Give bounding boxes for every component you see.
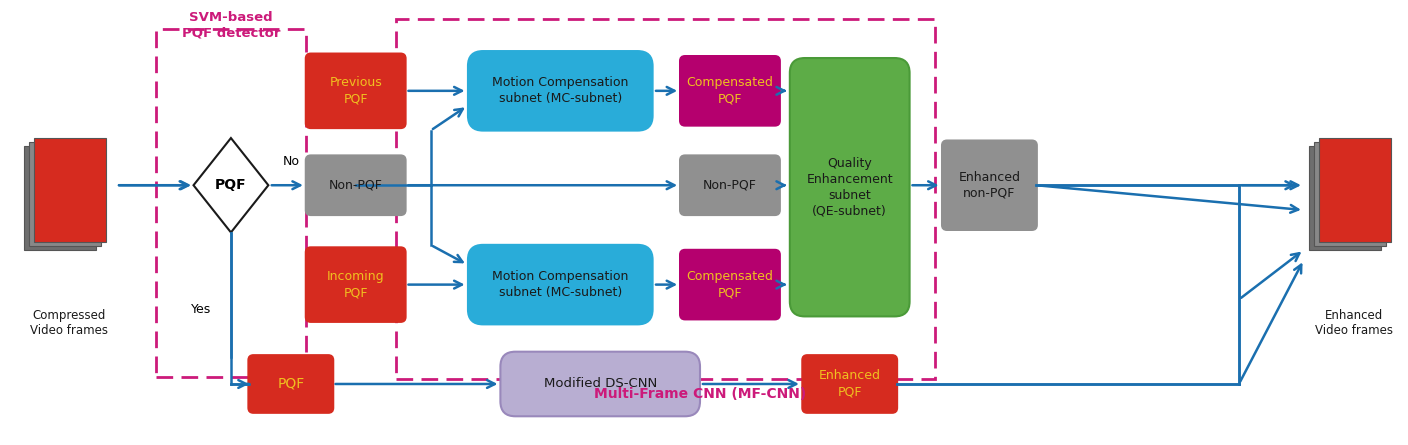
FancyBboxPatch shape — [306, 155, 406, 215]
Polygon shape — [193, 138, 269, 232]
Text: PQF: PQF — [277, 377, 304, 391]
Text: No: No — [283, 155, 300, 168]
Text: Motion Compensation
subnet (MC-subnet): Motion Compensation subnet (MC-subnet) — [493, 270, 628, 299]
Text: PQF: PQF — [215, 178, 246, 192]
FancyBboxPatch shape — [803, 355, 897, 413]
Text: SVM-based
PQF detector: SVM-based PQF detector — [182, 11, 280, 39]
Bar — [1319, 138, 1391, 243]
Text: Yes: Yes — [190, 303, 211, 316]
Text: Compressed
Video frames: Compressed Video frames — [30, 309, 108, 337]
Text: Enhanced
non-PQF: Enhanced non-PQF — [959, 171, 1021, 200]
Text: Incoming
PQF: Incoming PQF — [327, 270, 384, 299]
FancyBboxPatch shape — [467, 51, 652, 130]
Text: Motion Compensation
subnet (MC-subnet): Motion Compensation subnet (MC-subnet) — [493, 77, 628, 105]
Bar — [156, 29, 306, 377]
Bar — [1314, 142, 1385, 247]
Text: Enhanced
Video frames: Enhanced Video frames — [1315, 309, 1393, 337]
Text: Modified DS-CNN: Modified DS-CNN — [543, 377, 656, 390]
FancyBboxPatch shape — [680, 250, 780, 320]
FancyBboxPatch shape — [680, 56, 780, 125]
FancyBboxPatch shape — [306, 53, 406, 128]
FancyBboxPatch shape — [467, 245, 652, 324]
FancyBboxPatch shape — [500, 352, 700, 416]
Text: Compensated
PQF: Compensated PQF — [687, 270, 773, 299]
Bar — [34, 138, 106, 243]
FancyBboxPatch shape — [248, 355, 334, 413]
FancyBboxPatch shape — [680, 155, 780, 215]
Bar — [1309, 146, 1381, 251]
FancyBboxPatch shape — [790, 58, 910, 316]
Bar — [30, 142, 101, 247]
Bar — [24, 146, 96, 251]
Text: Non-PQF: Non-PQF — [703, 179, 758, 192]
Text: Quality
Enhancement
subnet
(QE-subnet): Quality Enhancement subnet (QE-subnet) — [807, 157, 893, 218]
Text: Previous
PQF: Previous PQF — [329, 77, 382, 105]
Text: Multi-Frame CNN (MF-CNN): Multi-Frame CNN (MF-CNN) — [594, 387, 807, 401]
Text: Enhanced
PQF: Enhanced PQF — [818, 369, 881, 398]
FancyBboxPatch shape — [942, 141, 1036, 230]
Text: Compensated
PQF: Compensated PQF — [687, 77, 773, 105]
Bar — [396, 19, 935, 379]
Text: Non-PQF: Non-PQF — [328, 179, 383, 192]
FancyBboxPatch shape — [306, 247, 406, 322]
